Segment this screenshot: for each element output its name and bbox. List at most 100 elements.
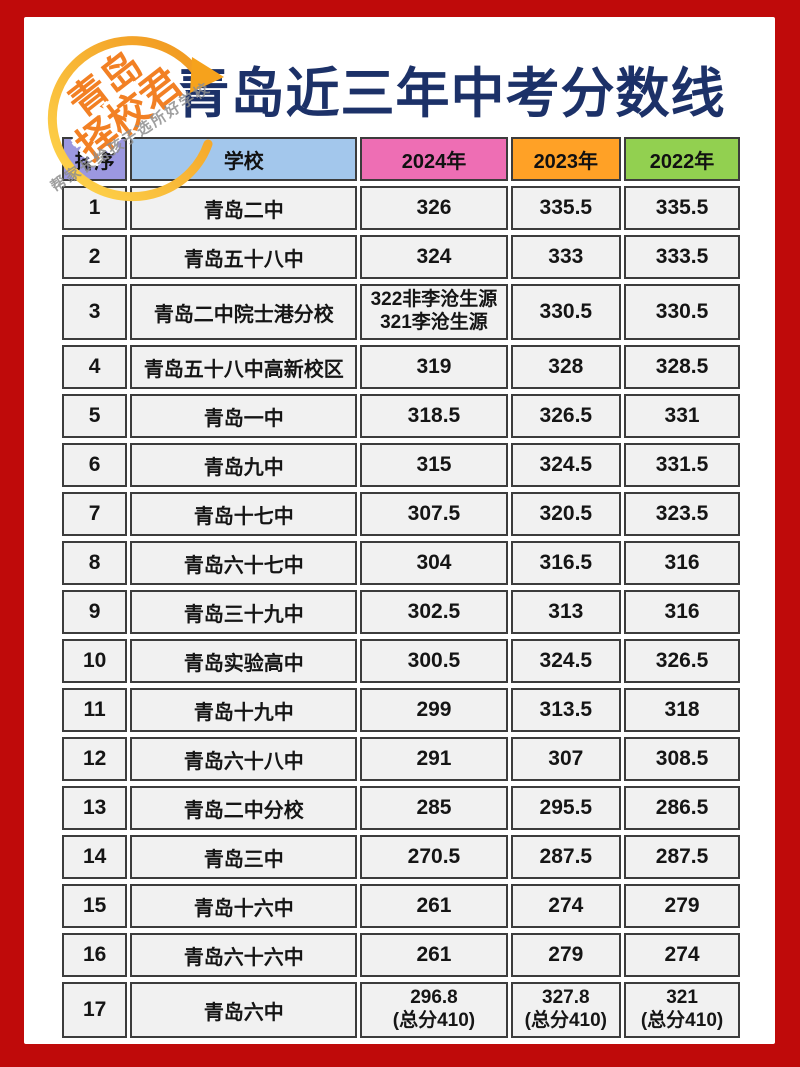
score-cell-2022: 321 (总分410)	[624, 982, 740, 1038]
page-title: 青岛近三年中考分数线	[175, 64, 726, 124]
rank-cell: 16	[62, 933, 128, 977]
col-header-5: 2022年	[624, 137, 740, 181]
table-row: 16 青岛六十六中 261 279 274	[62, 933, 740, 977]
score-table: 排序 学校 2024年 2023年 2022年 1 青岛二中 326 335.5 335.5 2 青…	[59, 132, 743, 1043]
score-cell-2022: 274	[624, 933, 740, 977]
score-cell-2023: 313.5	[510, 688, 622, 732]
brand-badge: 青岛 择校君	[30, 19, 236, 211]
school-cell: 青岛九中	[130, 443, 358, 487]
rank-cell: 4	[62, 345, 128, 389]
rank-cell: 12	[62, 737, 128, 781]
score-cell-2023: 295.5	[510, 786, 622, 830]
score-cell-2024: 315	[360, 443, 508, 487]
table-row: 3 青岛二中院士港分校 322非李沧生源 321李沧生源 330.5 330.5	[62, 284, 740, 340]
school-cell: 青岛六中	[130, 982, 358, 1038]
score-cell-2022: 286.5	[624, 786, 740, 830]
score-cell-2024: 300.5	[360, 639, 508, 683]
rank-cell: 10	[62, 639, 128, 683]
score-cell-2023: 313	[510, 590, 622, 634]
score-cell-2023: 307	[510, 737, 622, 781]
score-cell-2022: 316	[624, 590, 740, 634]
score-cell-2024: 291	[360, 737, 508, 781]
score-cell-2024: 261	[360, 884, 508, 928]
table-row: 2 青岛五十八中 324 333 333.5	[62, 235, 740, 279]
table-row: 6 青岛九中 315 324.5 331.5	[62, 443, 740, 487]
rank-cell: 9	[62, 590, 128, 634]
score-cell-2022: 316	[624, 541, 740, 585]
score-cell-2023: 324.5	[510, 639, 622, 683]
rank-cell: 14	[62, 835, 128, 879]
score-cell-2024: 296.8 (总分410)	[360, 982, 508, 1038]
score-cell-2022: 331	[624, 394, 740, 438]
score-cell-2022: 328.5	[624, 345, 740, 389]
rank-cell: 17	[62, 982, 128, 1038]
school-cell: 青岛十七中	[130, 492, 358, 536]
score-cell-2023: 333	[510, 235, 622, 279]
school-cell: 青岛实验高中	[130, 639, 358, 683]
score-cell-2022: 335.5	[624, 186, 740, 230]
score-cell-2024: 299	[360, 688, 508, 732]
school-cell: 青岛十九中	[130, 688, 358, 732]
table-row: 15 青岛十六中 261 274 279	[62, 884, 740, 928]
score-cell-2024: 324	[360, 235, 508, 279]
score-cell-2023: 327.8 (总分410)	[510, 982, 622, 1038]
score-cell-2022: 308.5	[624, 737, 740, 781]
circle-arrow-icon	[47, 36, 224, 202]
score-cell-2024: 307.5	[360, 492, 508, 536]
score-cell-2022: 323.5	[624, 492, 740, 536]
school-cell: 青岛五十八中	[130, 235, 358, 279]
col-header-3: 2024年	[360, 137, 508, 181]
score-cell-2023: 330.5	[510, 284, 622, 340]
score-cell-2024: 318.5	[360, 394, 508, 438]
school-cell: 青岛六十六中	[130, 933, 358, 977]
score-cell-2023: 324.5	[510, 443, 622, 487]
school-cell: 青岛五十八中高新校区	[130, 345, 358, 389]
table-row: 11 青岛十九中 299 313.5 318	[62, 688, 740, 732]
score-cell-2024: 285	[360, 786, 508, 830]
header-row: 排序 学校 2024年 2023年 2022年	[62, 137, 740, 181]
score-cell-2023: 326.5	[510, 394, 622, 438]
score-cell-2023: 316.5	[510, 541, 622, 585]
rank-cell: 6	[62, 443, 128, 487]
rank-cell: 8	[62, 541, 128, 585]
content-panel: 青岛 择校君 青岛近三年中考分数线 帮家长给孩子选所好学校 排序 学校 2024年 2…	[24, 17, 775, 1044]
school-cell: 青岛二中院士港分校	[130, 284, 358, 340]
school-cell: 青岛三十九中	[130, 590, 358, 634]
school-cell: 青岛十六中	[130, 884, 358, 928]
score-cell-2023: 335.5	[510, 186, 622, 230]
score-cell-2024: 319	[360, 345, 508, 389]
rank-cell: 5	[62, 394, 128, 438]
score-cell-2024: 302.5	[360, 590, 508, 634]
score-cell-2024: 322非李沧生源 321李沧生源	[360, 284, 508, 340]
school-cell: 青岛六十七中	[130, 541, 358, 585]
rank-cell: 7	[62, 492, 128, 536]
score-cell-2024: 270.5	[360, 835, 508, 879]
score-cell-2022: 287.5	[624, 835, 740, 879]
table-row: 4 青岛五十八中高新校区 319 328 328.5	[62, 345, 740, 389]
score-cell-2023: 328	[510, 345, 622, 389]
rank-cell: 15	[62, 884, 128, 928]
score-cell-2022: 331.5	[624, 443, 740, 487]
rank-cell: 13	[62, 786, 128, 830]
score-cell-2023: 320.5	[510, 492, 622, 536]
col-header-2: 学校	[130, 137, 358, 181]
school-cell: 青岛一中	[130, 394, 358, 438]
table-row: 17 青岛六中 296.8 (总分410) 327.8 (总分410) 321 (总分4…	[62, 982, 740, 1038]
table-row: 9 青岛三十九中 302.5 313 316	[62, 590, 740, 634]
score-cell-2023: 279	[510, 933, 622, 977]
table-row: 8 青岛六十七中 304 316.5 316	[62, 541, 740, 585]
table-row: 13 青岛二中分校 285 295.5 286.5	[62, 786, 740, 830]
score-cell-2023: 287.5	[510, 835, 622, 879]
score-cell-2022: 318	[624, 688, 740, 732]
rank-cell: 3	[62, 284, 128, 340]
table-row: 10 青岛实验高中 300.5 324.5 326.5	[62, 639, 740, 683]
score-cell-2024: 261	[360, 933, 508, 977]
rank-cell: 2	[62, 235, 128, 279]
score-cell-2024: 326	[360, 186, 508, 230]
school-cell: 青岛六十八中	[130, 737, 358, 781]
score-cell-2022: 326.5	[624, 639, 740, 683]
score-cell-2024: 304	[360, 541, 508, 585]
score-cell-2022: 279	[624, 884, 740, 928]
rank-cell: 11	[62, 688, 128, 732]
school-cell: 青岛三中	[130, 835, 358, 879]
